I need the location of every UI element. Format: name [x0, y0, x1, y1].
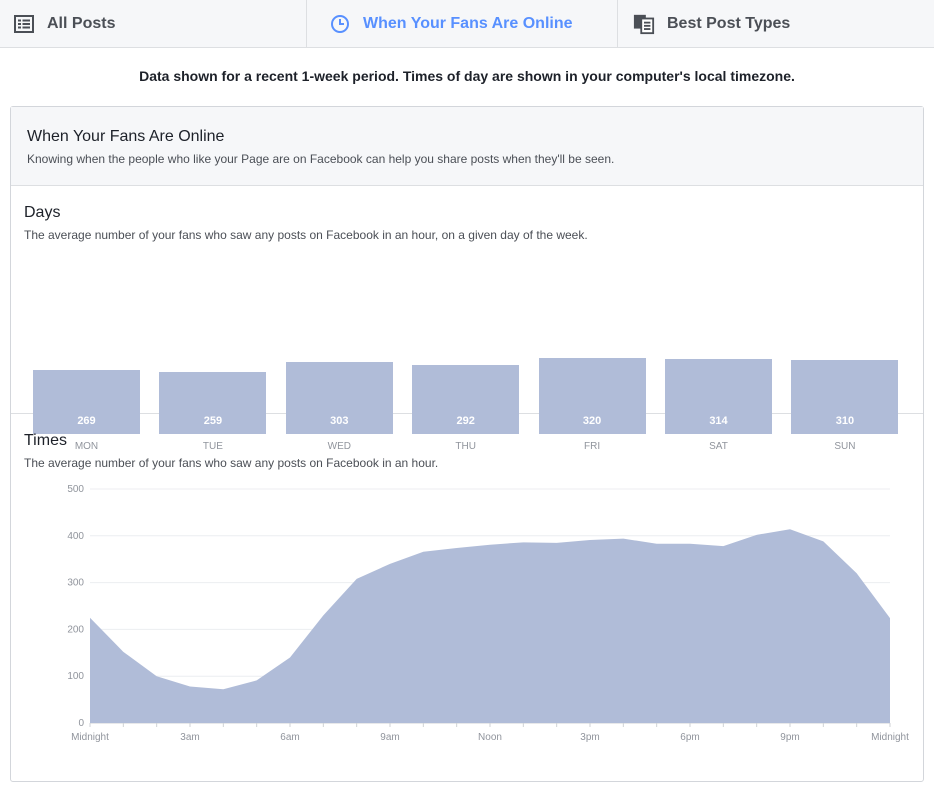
- period-notice: Data shown for a recent 1-week period. T…: [139, 68, 795, 84]
- bar-value-label: 259: [203, 415, 223, 427]
- x-tick-label: 9am: [380, 732, 399, 743]
- tab-all-posts[interactable]: All Posts: [0, 0, 306, 48]
- y-tick-label: 200: [67, 624, 84, 635]
- y-tick-label: 100: [67, 671, 84, 682]
- y-tick-label: 400: [67, 531, 84, 542]
- days-section: Days The average number of your fans who…: [11, 186, 923, 452]
- tab-bar: All Posts When Your Fans Are Online Best…: [0, 0, 934, 48]
- bar-day-label: TUE: [202, 441, 223, 452]
- bar-day-label: SUN: [834, 441, 856, 452]
- tab-label: All Posts: [47, 15, 116, 32]
- x-tick-label: Midnight: [871, 732, 909, 743]
- card-subtitle: Knowing when the people who like your Pa…: [27, 152, 615, 166]
- bar-value-label: 269: [77, 415, 96, 427]
- x-tick-label: 3am: [180, 732, 199, 743]
- list-icon: [13, 13, 35, 35]
- bar-day-label: SAT: [709, 441, 728, 452]
- times-title: Times: [24, 432, 67, 449]
- post-types-icon: [633, 13, 655, 35]
- y-tick-label: 500: [67, 484, 84, 495]
- bar-day-label: MON: [74, 441, 99, 452]
- bar-mon: [33, 370, 140, 434]
- tab-best-post-types[interactable]: Best Post Types: [617, 0, 934, 48]
- card-header: When Your Fans Are Online Knowing when t…: [11, 107, 923, 186]
- bar-wed: [285, 362, 393, 434]
- bar-value-label: 320: [582, 415, 602, 427]
- y-tick-label: 300: [67, 578, 84, 589]
- y-tick-label: 0: [78, 718, 84, 729]
- x-tick-label: 3pm: [580, 732, 599, 743]
- bar-thu: [412, 364, 520, 434]
- bar-value-label: 310: [835, 415, 855, 427]
- fans-online-area: [90, 529, 890, 723]
- fans-online-card: When Your Fans Are Online Knowing when t…: [10, 106, 924, 782]
- card-title: When Your Fans Are Online: [27, 128, 225, 145]
- x-tick-label: Midnight: [71, 732, 109, 743]
- bar-value-label: 303: [330, 415, 349, 427]
- x-tick-label: 6pm: [680, 732, 699, 743]
- bar-tue: [159, 372, 267, 434]
- times-subtitle: The average number of your fans who saw …: [24, 456, 439, 470]
- bar-sun: [791, 360, 899, 434]
- bar-day-label: WED: [327, 441, 351, 452]
- x-tick-label: 6am: [280, 732, 299, 743]
- clock-icon: [329, 13, 351, 35]
- times-section: Times The average number of your fans wh…: [11, 414, 923, 470]
- bar-value-label: 292: [456, 415, 475, 427]
- bar-fri: [538, 358, 646, 434]
- x-tick-label: Noon: [478, 732, 502, 743]
- days-subtitle: The average number of your fans who saw …: [24, 228, 588, 242]
- bar-day-label: THU: [455, 441, 476, 452]
- times-area-chart: 0 100 200 300 400 500 Midnight 3am 6am 9am Noon 3pm…: [67, 484, 909, 743]
- days-bar-chart: 269 MON 259 TUE 303 WED 292 THU 320 FRI 314 SAT 310 S…: [11, 186, 923, 452]
- days-title: Days: [24, 204, 61, 221]
- tab-label: Best Post Types: [667, 15, 791, 32]
- bar-sat: [665, 359, 772, 434]
- bar-value-label: 314: [709, 415, 728, 427]
- bar-day-label: FRI: [584, 441, 601, 452]
- tab-when-fans-online[interactable]: When Your Fans Are Online: [306, 0, 617, 48]
- tab-label: When Your Fans Are Online: [363, 15, 573, 32]
- x-tick-label: 9pm: [780, 732, 799, 743]
